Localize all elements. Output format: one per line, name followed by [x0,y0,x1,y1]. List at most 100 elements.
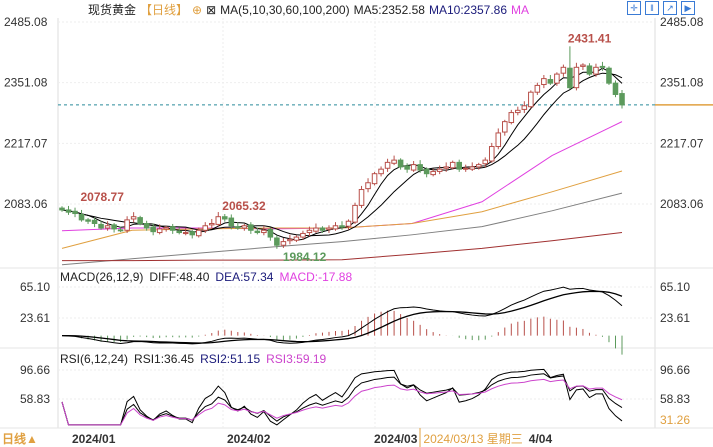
candle-body [156,228,163,234]
macd-header: MACD(26,12,9) DIFF:48.40 DEA:57.34 MACD:… [60,270,352,284]
y-tick-right: 2485.08 [660,15,704,29]
y-tick-left: 2485.08 [4,15,48,29]
rsi-spec: RSI(6,12,24) [60,352,129,366]
candle-body [352,204,358,223]
date-label-mar: 2024/03 [374,432,418,446]
candle-body [436,168,443,172]
candle-body [534,84,541,93]
candle-body [319,227,326,231]
rsi-tick-left: 58.83 [20,392,50,406]
candle-body [547,79,554,84]
candle-body [586,65,593,75]
candle-body [488,146,495,162]
ma100-line [61,192,623,266]
candle-body [417,164,423,171]
footer-date-mar-group: 2024/03 2024/03/13 星期三 4/04 [374,432,552,446]
ma10-line [61,72,623,237]
candle-body [515,109,521,114]
zoom-in-icon[interactable]: ↗ [663,1,677,15]
cursor-date: 2024/03/13 星期三 [423,432,523,446]
ma-spec: MA(5,10,30,60,100,200) [220,3,350,17]
rsi-tick-right: 58.83 [660,392,690,406]
last-date: 4/04 [528,432,553,446]
candle-body [182,232,189,235]
candle-body [443,166,449,169]
period-toggle-button[interactable]: 日线▲ [2,432,38,446]
candle-body [593,66,599,75]
high-label: 2431.41 [568,31,612,45]
rsi2-line [61,373,623,426]
candle-body [462,167,469,170]
y-tick-left: 2351.08 [4,76,48,90]
date-label-jan: 2024/01 [72,432,116,446]
candle-body [143,222,150,229]
rsi-tick-right: 96.66 [660,363,690,377]
candle-body [150,226,156,233]
ma10-value: MA10:2357.86 [428,3,508,17]
candle-body [306,229,313,234]
candle-body [475,164,482,168]
rsi1-value: RSI1:36.45 [134,352,195,366]
macd-tick-right: 65.10 [660,280,690,294]
high-label-feb: 2065.32 [222,199,266,213]
candle-body [423,168,430,175]
low-label: 1984.12 [283,250,327,264]
candle-body [111,224,117,230]
candle-body [365,182,371,190]
candle-body [287,238,293,242]
candle-body [293,236,300,241]
candle-body [573,66,580,89]
dea-line [61,290,623,344]
ma5-value: MA5:2352.58 [353,3,425,17]
candle-body [254,230,261,234]
candle-body [469,166,476,170]
next-icon[interactable]: ▶ [681,1,695,15]
rsi-tick-left: 96.66 [20,363,50,377]
bars-icon[interactable]: ‖ [645,1,659,15]
candle-body [541,78,547,86]
candle-body [430,170,436,176]
y-tick-right: 2351.08 [660,76,704,90]
candle-body [332,225,339,230]
candle-body [358,189,365,206]
macd-dea: DEA:57.34 [215,270,274,284]
candle-body [560,66,567,74]
ma60-line [61,170,623,249]
period-label[interactable]: 【日线】 [140,3,189,17]
candle-body [208,222,215,226]
candle-body [606,67,612,84]
candle-body [378,168,384,175]
crosshair-icon[interactable]: ✛ [627,1,641,15]
footer-date-jan: 2024/01 [72,432,115,446]
add-icon[interactable]: ⊕ [192,3,203,17]
main-header: 现货黄金 【日线】 ⊕ ⊠ MA(5,10,30,60,100,200) MA5… [88,3,529,17]
macd-tick-right: 23.61 [660,311,690,325]
candle-body [495,132,502,148]
candle-body [124,219,130,231]
candle-body [189,231,196,236]
candle-body [456,161,462,170]
candle-body [235,226,241,229]
ma-more: MA [511,3,530,17]
candle-body [248,224,254,231]
y-tick-left: 2217.07 [4,136,48,150]
candle-body [567,67,573,89]
candle-body [163,227,169,230]
macd-tick-left: 65.10 [20,280,50,294]
ma-settings-icon[interactable]: ⊠ [206,3,217,17]
candle-body [72,210,78,215]
date-label-feb: 2024/02 [227,432,271,446]
candle-body [384,161,391,169]
candle-body [117,229,124,232]
candle-body [508,112,515,124]
candle-body [391,159,397,164]
candle-body [326,227,332,230]
candle-body [98,223,104,229]
y-tick-right: 2083.06 [660,197,704,211]
y-tick-left: 2083.06 [4,197,48,211]
ma200-line [62,232,623,262]
candle-body [599,65,606,68]
candle-body [215,216,222,225]
candle-body [554,73,560,84]
